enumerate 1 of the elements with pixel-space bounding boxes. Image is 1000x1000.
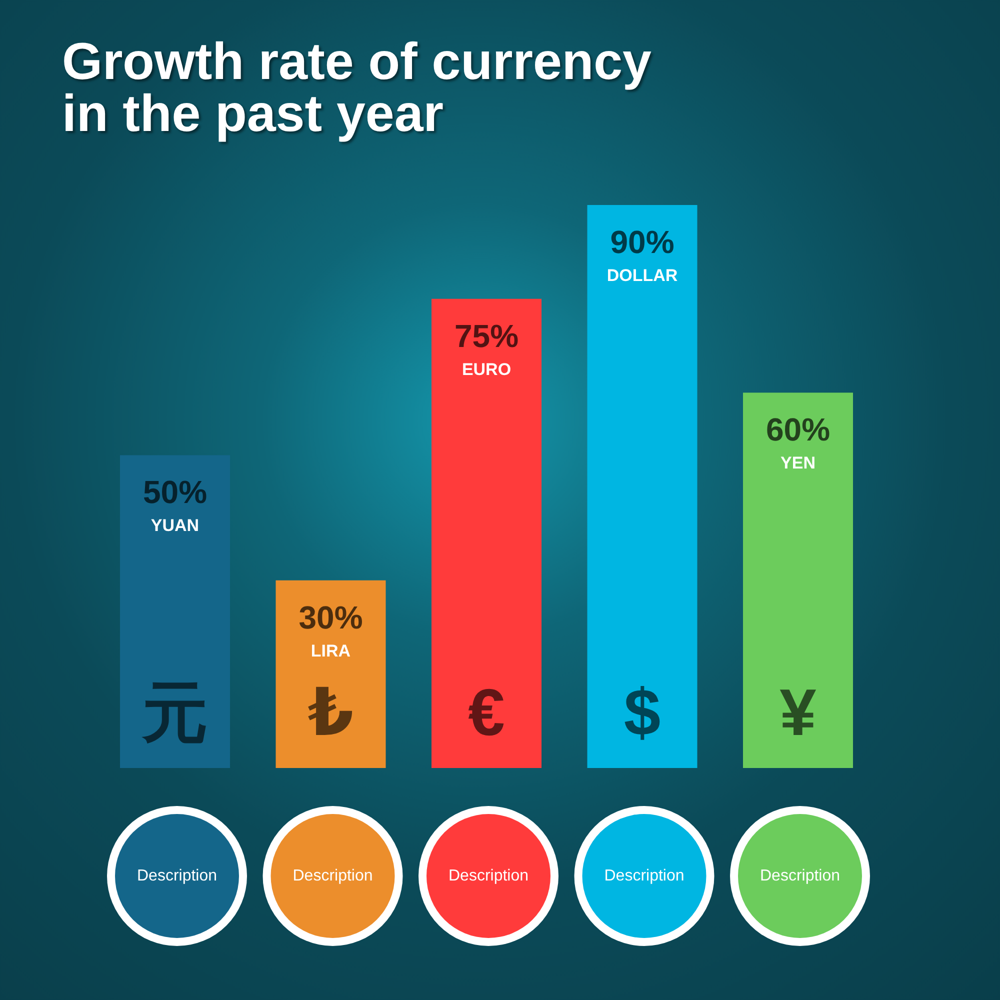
title: Growth rate of currency in the past year [62, 36, 652, 140]
